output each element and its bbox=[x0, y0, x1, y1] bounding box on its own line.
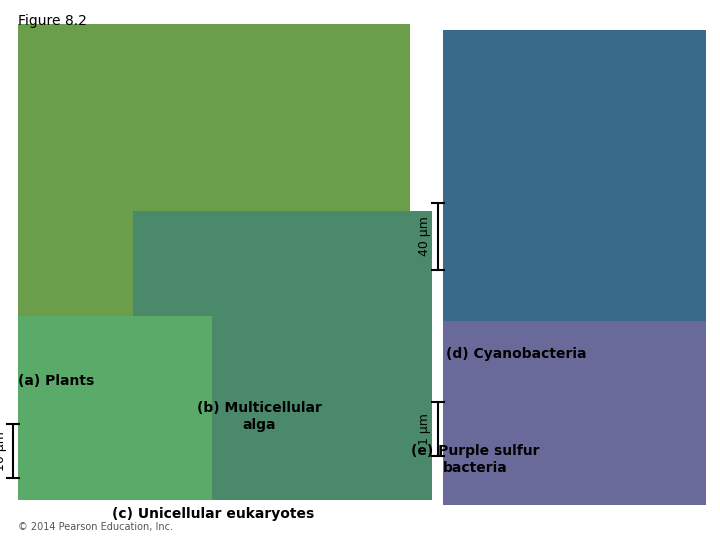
Bar bbox=[133, 211, 432, 500]
Text: (a) Plants: (a) Plants bbox=[18, 374, 94, 388]
Bar bbox=[443, 321, 706, 505]
Text: (e) Purple sulfur
bacteria: (e) Purple sulfur bacteria bbox=[411, 444, 539, 475]
Bar bbox=[18, 316, 212, 500]
Bar bbox=[443, 30, 706, 340]
Text: 40 µm: 40 µm bbox=[418, 217, 431, 256]
Text: 10 µm: 10 µm bbox=[0, 431, 7, 471]
Bar bbox=[18, 24, 410, 367]
Text: Figure 8.2: Figure 8.2 bbox=[18, 14, 87, 28]
Text: (d) Cyanobacteria: (d) Cyanobacteria bbox=[446, 347, 587, 361]
Text: (b) Multicellular
alga: (b) Multicellular alga bbox=[197, 401, 322, 432]
Text: (c) Unicellular eukaryotes: (c) Unicellular eukaryotes bbox=[112, 507, 314, 521]
Text: 1 µm: 1 µm bbox=[418, 413, 431, 446]
Text: © 2014 Pearson Education, Inc.: © 2014 Pearson Education, Inc. bbox=[18, 522, 173, 532]
